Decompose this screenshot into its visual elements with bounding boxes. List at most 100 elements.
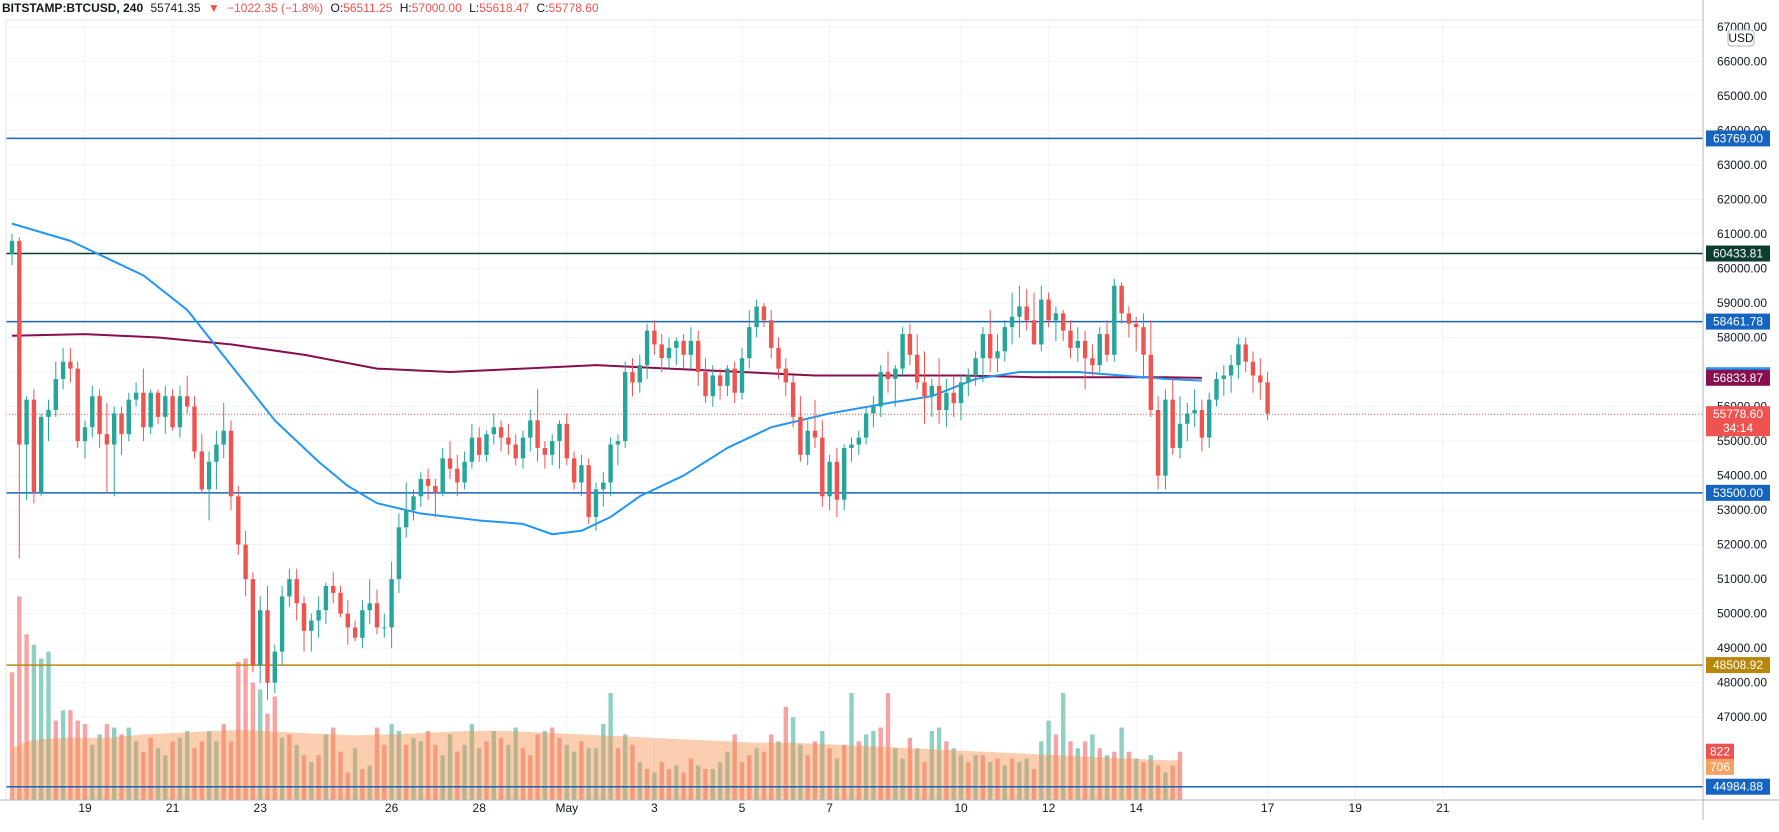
candle-body: [119, 413, 124, 435]
candle-body: [659, 344, 664, 359]
candle: [1192, 389, 1197, 428]
candle-body: [177, 396, 183, 428]
candle-body: [82, 427, 88, 442]
candle: [688, 327, 694, 369]
candle: [1017, 285, 1022, 338]
candle-body: [557, 423, 562, 442]
candle: [323, 582, 329, 624]
volume-bar: [228, 741, 234, 800]
candle-body: [382, 627, 387, 629]
volume-bar: [279, 737, 285, 800]
candle-body: [783, 368, 788, 383]
candle: [769, 309, 774, 359]
volume-bar: [214, 741, 219, 800]
level-label: 53500.00: [1713, 486, 1763, 500]
candle: [922, 351, 927, 424]
candle-body: [1126, 313, 1132, 324]
candle-body: [1148, 354, 1153, 410]
volume-bar: [53, 720, 58, 800]
volume-bar: [666, 768, 672, 800]
symbol-header: BITSTAMP:BTCUSD, 240 55741.35 ▼ −1022.35…: [2, 0, 603, 16]
level-label-bg: [1706, 245, 1770, 262]
candle: [754, 299, 759, 338]
volume-bar: [323, 734, 329, 800]
candle-body: [206, 461, 212, 490]
volume-bar: [878, 727, 883, 800]
volume-bar: [644, 768, 650, 800]
volume-bar: [1119, 727, 1124, 800]
candle-body: [1155, 410, 1161, 476]
volume-bar: [557, 737, 562, 800]
candle: [1265, 372, 1270, 421]
price-change: −1022.35 (−1.8%): [227, 1, 324, 15]
x-tick-label: 3: [651, 801, 658, 815]
candle-body: [498, 427, 504, 438]
candle-body: [827, 461, 832, 497]
candle: [1236, 337, 1241, 379]
volume-ma-area: [12, 729, 1180, 800]
candle-body: [885, 372, 891, 379]
volume-bar: [936, 727, 942, 800]
candle: [1053, 306, 1059, 341]
candle-body: [1214, 378, 1219, 400]
candle-body: [717, 375, 723, 386]
volume-bar: [155, 748, 161, 800]
candle: [90, 385, 95, 438]
candle-body: [338, 592, 343, 614]
volume-bar: [1112, 751, 1117, 800]
level-label-bg: [1706, 657, 1770, 674]
candle: [484, 430, 489, 462]
candle-body: [754, 306, 759, 328]
candle: [126, 392, 131, 442]
volume-bar: [1061, 693, 1066, 800]
candle-body: [155, 392, 161, 417]
candle-body: [798, 416, 803, 455]
candle: [141, 368, 146, 442]
y-tick-label: 48000.00: [1717, 676, 1767, 690]
time-axis[interactable]: 19 21 23 26 28 May 3 5 7 10 12 14 17 19 21: [78, 801, 1449, 815]
currency-badge[interactable]: USD: [1727, 29, 1755, 47]
volume-bar: [491, 730, 496, 800]
candle: [404, 482, 409, 538]
volume-bar: [484, 741, 489, 800]
candle-body: [980, 334, 986, 359]
candle-body: [1134, 323, 1139, 328]
candle-body: [564, 423, 569, 459]
candle-body: [185, 396, 190, 407]
volume-bar: [104, 724, 110, 800]
volume-bar: [623, 734, 628, 800]
volume-label: 706: [1710, 760, 1730, 774]
horizontal-levels[interactable]: [6, 137, 1703, 788]
candle-body: [491, 427, 496, 435]
candle: [1031, 292, 1037, 345]
volume-bar: [659, 762, 664, 800]
volume-bar: [68, 710, 73, 800]
symbol-name[interactable]: BITSTAMP:BTCUSD, 240: [2, 1, 144, 15]
candle-body: [1236, 344, 1241, 366]
candle: [250, 572, 256, 673]
level-label: 48508.92: [1713, 658, 1763, 672]
volume-label-bg: [1706, 743, 1734, 760]
candle: [1126, 306, 1132, 338]
candle-body: [1228, 365, 1234, 376]
volume-bar: [783, 706, 788, 800]
volume-bar: [1177, 751, 1183, 800]
volume-bar: [82, 724, 88, 800]
candle-body: [258, 610, 263, 666]
candle: [382, 613, 387, 638]
candle-body: [1024, 306, 1029, 321]
candle-body: [761, 306, 767, 321]
volume-bar: [725, 751, 730, 800]
y-tick-label: 58000.00: [1717, 331, 1767, 345]
candle: [75, 361, 80, 448]
candle-body: [739, 358, 745, 393]
candle: [878, 365, 883, 417]
volume-bar: [309, 762, 314, 800]
candle: [827, 454, 832, 511]
candle-body: [623, 372, 628, 442]
volume-bar: [294, 744, 299, 800]
candle-body: [995, 351, 1000, 359]
candle-body: [878, 372, 883, 407]
candle: [455, 454, 460, 497]
